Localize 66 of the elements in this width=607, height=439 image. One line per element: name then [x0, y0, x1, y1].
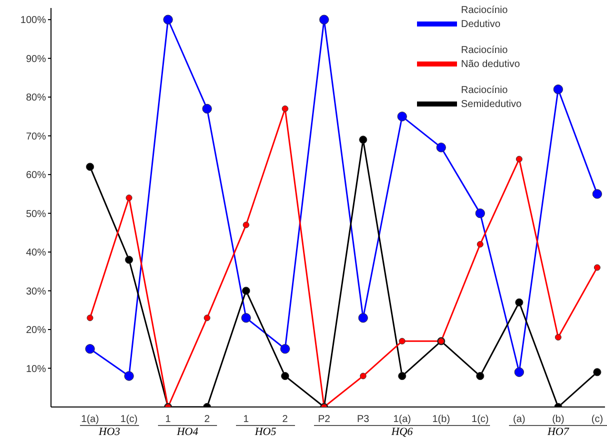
- point: [516, 156, 522, 162]
- point: [86, 314, 94, 322]
- x-tick-label: 1(c): [472, 414, 489, 426]
- x-tick-label: 1: [165, 414, 172, 426]
- point: [241, 313, 251, 323]
- y-tick-label: 60%: [26, 170, 46, 182]
- legend-label: Raciocínio Semidedutivo: [461, 84, 522, 112]
- x-tick-label: 2: [204, 414, 210, 426]
- x-tick-label: 1: [243, 414, 250, 426]
- point: [553, 84, 564, 94]
- point: [436, 142, 446, 152]
- point: [514, 367, 524, 377]
- x-tick-label: (a): [513, 414, 526, 426]
- x-tick-label: (c): [591, 414, 604, 426]
- y-tick-label: 30%: [26, 286, 46, 298]
- y-tick-label: 70%: [26, 131, 46, 142]
- point: [202, 104, 212, 114]
- y-tick-label: 80%: [26, 92, 46, 104]
- x-tick-label: P2: [318, 414, 331, 426]
- point: [476, 372, 484, 380]
- point: [515, 298, 524, 306]
- point: [360, 372, 366, 380]
- point: [359, 136, 368, 144]
- x-tick-label: 1(a): [81, 414, 99, 426]
- text: HQ6: [314, 425, 490, 438]
- point: [242, 222, 250, 228]
- point: [86, 162, 94, 171]
- x-tick-label: P3: [356, 414, 370, 426]
- y-tick-label: 20%: [26, 325, 46, 336]
- y-tick-label: 100%: [20, 15, 46, 26]
- x-tick-label: 1(c): [120, 414, 138, 426]
- text: HO7: [509, 425, 607, 438]
- legend-label: Raciocínio Não dedutivo: [461, 44, 520, 72]
- point: [554, 334, 562, 341]
- point: [594, 264, 600, 271]
- y-tick-label: 10%: [26, 364, 46, 375]
- point: [319, 14, 329, 24]
- point: [124, 371, 134, 381]
- x-tick-label: 2: [282, 414, 288, 426]
- point: [592, 189, 602, 199]
- legend-label: Raciocínio Dedutivo: [461, 4, 508, 32]
- point: [281, 372, 290, 380]
- point: [476, 241, 484, 248]
- point: [358, 313, 368, 323]
- x-tick-label: 1(b): [432, 414, 450, 426]
- point: [397, 112, 407, 122]
- point: [163, 14, 173, 24]
- y-tick-label: 50%: [26, 208, 46, 220]
- y-tick-label: 90%: [26, 54, 46, 65]
- x-tick-label: (b): [552, 414, 564, 426]
- point: [85, 344, 95, 354]
- text: HO5: [236, 425, 296, 438]
- point: [242, 286, 250, 295]
- point: [204, 314, 210, 322]
- text: HO3: [80, 425, 139, 438]
- point: [282, 105, 288, 112]
- point: [126, 194, 132, 202]
- point: [593, 368, 602, 376]
- point: [398, 338, 406, 344]
- point: [280, 344, 290, 354]
- point: [475, 208, 486, 218]
- point: [398, 372, 406, 380]
- y-tick-label: 40%: [26, 248, 46, 259]
- x-tick-label: 1(a): [393, 414, 412, 426]
- text: HO4: [158, 425, 218, 438]
- point: [124, 256, 134, 264]
